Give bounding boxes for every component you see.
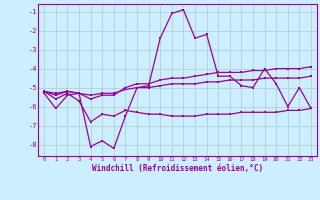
X-axis label: Windchill (Refroidissement éolien,°C): Windchill (Refroidissement éolien,°C) [92,164,263,173]
